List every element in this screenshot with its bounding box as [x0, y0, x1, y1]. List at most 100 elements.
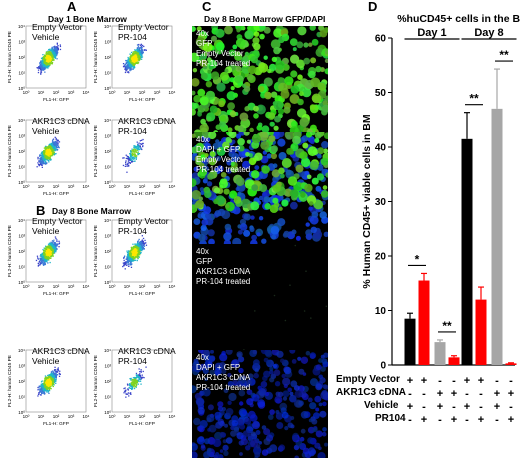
event-dot	[129, 67, 131, 69]
event-dot	[41, 59, 43, 61]
event-dot	[42, 252, 44, 254]
event-dot	[54, 244, 56, 246]
event-dot	[49, 143, 51, 145]
event-dot	[135, 50, 137, 52]
event-dot	[48, 155, 50, 157]
event-dot	[137, 243, 140, 245]
event-dot	[51, 255, 54, 257]
event-dot	[141, 247, 143, 249]
event-dot	[128, 164, 130, 166]
event-dot	[48, 157, 51, 160]
event-dot	[141, 46, 143, 49]
event-dot	[137, 61, 139, 63]
event-dot	[133, 252, 135, 254]
event-dot	[129, 53, 131, 55]
event-dot	[53, 47, 55, 50]
event-dot	[40, 68, 42, 71]
event-dot	[55, 246, 57, 248]
event-dot	[47, 147, 49, 150]
event-dot	[44, 257, 46, 259]
event-dot	[134, 251, 136, 253]
event-dot	[54, 249, 57, 251]
event-dot	[54, 56, 57, 58]
event-dot	[134, 61, 136, 63]
event-dot	[140, 51, 142, 53]
event-dot	[132, 56, 134, 58]
event-dot	[54, 376, 56, 379]
event-dot	[36, 67, 38, 69]
event-dot	[53, 243, 56, 245]
event-dot	[44, 67, 46, 69]
event-dot	[135, 154, 137, 157]
event-dot	[42, 151, 44, 154]
event-dot	[41, 155, 43, 157]
event-dot	[41, 164, 43, 166]
event-dot	[48, 63, 50, 65]
event-dot	[132, 256, 134, 258]
event-dot	[48, 55, 50, 58]
event-dot	[135, 158, 137, 160]
event-dot	[39, 61, 42, 63]
x-axis-label: FL1-H: GFP	[129, 191, 155, 197]
event-dot	[51, 140, 54, 142]
event-dot	[137, 252, 139, 255]
event-dot	[141, 143, 143, 145]
event-dot	[133, 156, 135, 158]
event-dot	[134, 157, 136, 159]
event-dot	[40, 66, 43, 68]
event-dot	[53, 375, 56, 377]
event-dot	[49, 251, 51, 253]
event-dot	[52, 249, 54, 251]
event-dot	[143, 245, 146, 247]
event-dot	[53, 250, 56, 252]
event-dot	[128, 258, 130, 260]
event-dot	[56, 245, 58, 247]
event-dot	[47, 243, 50, 245]
event-dot	[126, 71, 129, 73]
event-dot	[45, 146, 48, 148]
event-dot	[130, 66, 132, 68]
event-dot	[46, 248, 48, 251]
event-dot	[45, 160, 47, 162]
plot-frame	[25, 219, 87, 283]
event-dot	[51, 374, 53, 376]
event-dot	[54, 46, 56, 48]
event-dot	[54, 144, 56, 147]
event-dot	[54, 54, 56, 57]
event-dot	[137, 242, 139, 244]
event-dot	[39, 154, 41, 156]
event-dot	[131, 63, 133, 65]
event-dot	[136, 50, 138, 52]
flow-plot-label: AKR1C3 cDNA PR-104	[118, 116, 176, 136]
event-dot	[52, 55, 54, 57]
event-dot	[53, 245, 55, 247]
event-dot	[129, 252, 131, 254]
x-tick-label: 10¹	[124, 90, 131, 95]
event-dot	[45, 65, 47, 67]
event-dot	[44, 263, 46, 265]
y-tick-label: 10⁴	[104, 118, 111, 123]
event-dot	[49, 155, 51, 157]
event-dot	[135, 58, 137, 60]
event-dot	[127, 259, 129, 262]
event-dot	[131, 150, 134, 152]
event-dot	[47, 54, 49, 57]
event-dot	[129, 159, 131, 162]
event-dot	[54, 53, 56, 55]
event-dot	[48, 152, 51, 154]
event-dot	[54, 242, 56, 244]
event-dot	[131, 148, 133, 150]
x-tick-label: 10²	[139, 284, 146, 289]
event-dot	[133, 148, 135, 151]
event-dot	[134, 259, 137, 261]
event-dot	[40, 73, 42, 75]
event-dot	[56, 248, 58, 250]
x-tick-label: 10²	[53, 284, 60, 289]
event-dot	[51, 372, 53, 374]
x-tick-label: 10⁴	[169, 284, 176, 289]
event-dot	[138, 49, 140, 51]
event-dot	[129, 263, 131, 265]
event-dot	[137, 151, 139, 154]
event-dot	[132, 68, 134, 70]
event-dot	[37, 67, 39, 69]
